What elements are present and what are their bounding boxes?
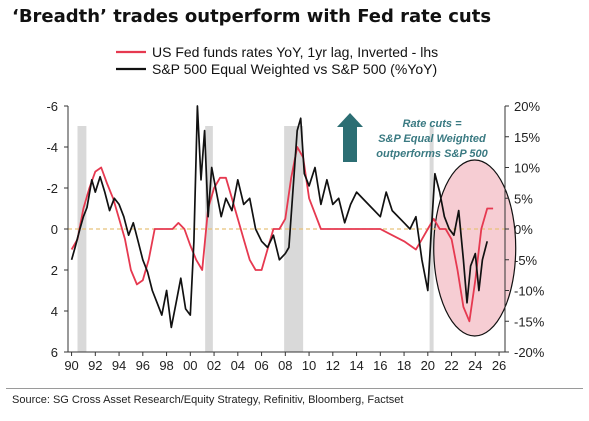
series-line-1 xyxy=(70,105,489,329)
y-right-tick-label: -20% xyxy=(514,345,545,360)
x-tick-label: 96 xyxy=(136,358,150,373)
x-tick-label: 22 xyxy=(444,358,458,373)
y-left-tick-label: -4 xyxy=(46,140,58,155)
chart-title: ‘Breadth’ trades outperform with Fed rat… xyxy=(12,6,492,27)
y-left-tick-label: 2 xyxy=(51,263,58,278)
annotation-line-1: S&P Equal Weighted xyxy=(378,133,486,145)
source-divider xyxy=(6,388,583,389)
x-tick-label: 14 xyxy=(349,358,363,373)
recession-band-1 xyxy=(205,126,213,352)
y-right-tick-label: -15% xyxy=(514,314,545,329)
x-tick-label: 98 xyxy=(159,358,173,373)
x-tick-label: 94 xyxy=(112,358,126,373)
recession-band-0 xyxy=(77,126,87,352)
legend-label-0: US Fed funds rates YoY, 1yr lag, Inverte… xyxy=(152,44,438,60)
y-right-tick-label: 5% xyxy=(514,191,533,206)
y-right-tick-label: -5% xyxy=(514,253,538,268)
x-tick-label: 00 xyxy=(183,358,197,373)
highlight-ellipse xyxy=(433,159,517,337)
y-right-tick-label: -10% xyxy=(514,284,545,299)
y-left-tick-label: 4 xyxy=(51,304,58,319)
y-left-tick-label: 0 xyxy=(51,222,58,237)
y-right-tick-label: 15% xyxy=(514,130,540,145)
series-lines xyxy=(70,105,494,329)
x-tick-label: 20 xyxy=(421,358,435,373)
chart-area: -6-4-2024620%15%10%5%0%-5%-10%-15%-20%90… xyxy=(46,44,544,373)
y-left-tick-label: 6 xyxy=(51,345,58,360)
y-right-tick-label: 10% xyxy=(514,161,540,176)
recession-band-2 xyxy=(284,126,304,352)
annotation-line-0: Rate cuts = xyxy=(403,118,463,130)
x-tick-label: 06 xyxy=(254,358,268,373)
legend: US Fed funds rates YoY, 1yr lag, Inverte… xyxy=(116,44,438,77)
y-right-tick-label: 20% xyxy=(514,99,540,114)
annotation-line-2: outperforms S&P 500 xyxy=(376,148,488,160)
x-tick-label: 26 xyxy=(492,358,506,373)
axes: -6-4-2024620%15%10%5%0%-5%-10%-15%-20%90… xyxy=(46,99,544,373)
legend-label-1: S&P 500 Equal Weighted vs S&P 500 (%YoY) xyxy=(152,61,437,77)
x-tick-label: 12 xyxy=(326,358,340,373)
x-tick-label: 02 xyxy=(207,358,221,373)
annotation: Rate cuts = S&P Equal Weighted outperforms… xyxy=(337,113,489,162)
up-arrow-icon xyxy=(337,113,363,162)
x-tick-label: 04 xyxy=(231,358,245,373)
x-tick-label: 08 xyxy=(278,358,292,373)
source-note: Source: SG Cross Asset Research/Equity S… xyxy=(12,394,404,406)
x-tick-label: 92 xyxy=(88,358,102,373)
y-left-tick-label: -2 xyxy=(46,181,58,196)
x-tick-label: 90 xyxy=(64,358,78,373)
x-tick-label: 18 xyxy=(397,358,411,373)
x-tick-label: 24 xyxy=(468,358,482,373)
x-tick-label: 10 xyxy=(302,358,316,373)
y-left-tick-label: -6 xyxy=(46,99,58,114)
y-right-tick-label: 0% xyxy=(514,222,533,237)
x-tick-label: 16 xyxy=(373,358,387,373)
